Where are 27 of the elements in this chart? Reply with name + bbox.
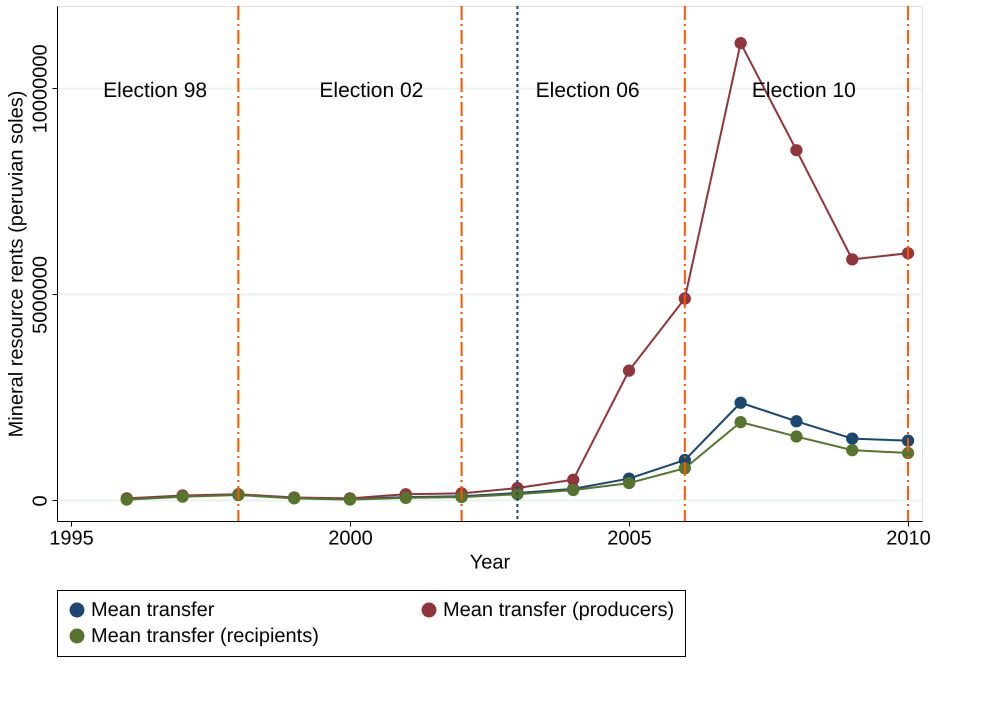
point	[734, 416, 747, 428]
point	[734, 396, 747, 409]
y-tick-label: 5000000	[30, 256, 52, 334]
annotation: Election 06	[536, 78, 640, 102]
x-tick-label: 2005	[607, 528, 652, 550]
point	[790, 430, 803, 443]
point	[734, 36, 747, 50]
point	[846, 444, 858, 456]
point	[790, 144, 803, 156]
y-tick-label: 0	[30, 495, 52, 506]
legend-label: Mean transfer (producers)	[443, 599, 674, 621]
point	[567, 474, 580, 486]
y-tick-label: 10000000	[30, 44, 52, 134]
legend-label: Mean transfer	[91, 599, 215, 621]
x-tick-label: 2010	[886, 528, 931, 550]
point	[790, 415, 803, 428]
x-axis-title: Year	[470, 552, 511, 574]
annotation: Election 98	[103, 78, 208, 102]
x-tick-label: 2000	[328, 528, 373, 550]
point	[622, 364, 636, 377]
legend-label: Mean transfer (recipients)	[91, 625, 319, 647]
point	[846, 253, 858, 266]
annotation: Election 02	[319, 78, 424, 102]
y-axis-title: Mineral resource rents (peruvian soles)	[6, 90, 28, 438]
x-tick-label: 1995	[49, 528, 94, 550]
point	[846, 432, 858, 445]
point	[622, 476, 636, 490]
